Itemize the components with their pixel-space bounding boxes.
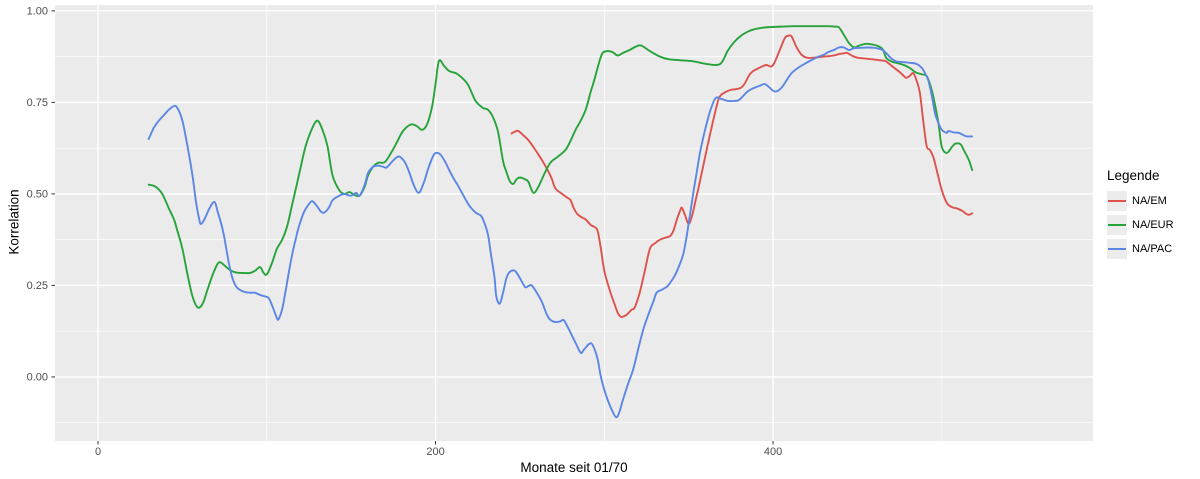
series-line-na-pac (147, 46, 974, 419)
legend-key-line (1108, 248, 1126, 250)
series-line-na-eur (147, 25, 974, 309)
legend-item-na-em: NA/EM (1107, 189, 1174, 213)
y-axis-title: Korrelation (6, 189, 22, 255)
y-tick-label: 0.75 (27, 97, 48, 109)
legend-item-label: NA/EUR (1132, 219, 1174, 231)
legend-title: Legende (1107, 168, 1160, 183)
plot-panel (55, 5, 1093, 441)
legend-item-na-pac: NA/PAC (1107, 237, 1174, 261)
x-tick-label: 200 (426, 446, 444, 458)
legend-key-line (1108, 200, 1126, 202)
legend-key-line (1108, 224, 1126, 226)
x-tick-label: 0 (95, 446, 101, 458)
y-tick-label: 0.00 (27, 371, 48, 383)
x-axis-title: Monate seit 01/70 (520, 460, 628, 475)
legend-items: NA/EM NA/EUR NA/PAC (1107, 189, 1174, 261)
legend-key-swatch (1107, 191, 1127, 211)
y-tick-label: 0.50 (27, 188, 48, 200)
legend-item-na-eur: NA/EUR (1107, 213, 1174, 237)
legend-key-swatch (1107, 239, 1127, 259)
legend-item-label: NA/EM (1132, 195, 1167, 207)
y-tick-label: 0.25 (27, 280, 48, 292)
legend-item-label: NA/PAC (1132, 243, 1173, 255)
x-tick-label: 400 (764, 446, 782, 458)
y-tick-label: 1.00 (27, 5, 48, 17)
series-line-na-em (510, 34, 974, 318)
legend: Legende NA/EM NA/EUR NA/PAC (1107, 168, 1174, 261)
legend-key-swatch (1107, 215, 1127, 235)
